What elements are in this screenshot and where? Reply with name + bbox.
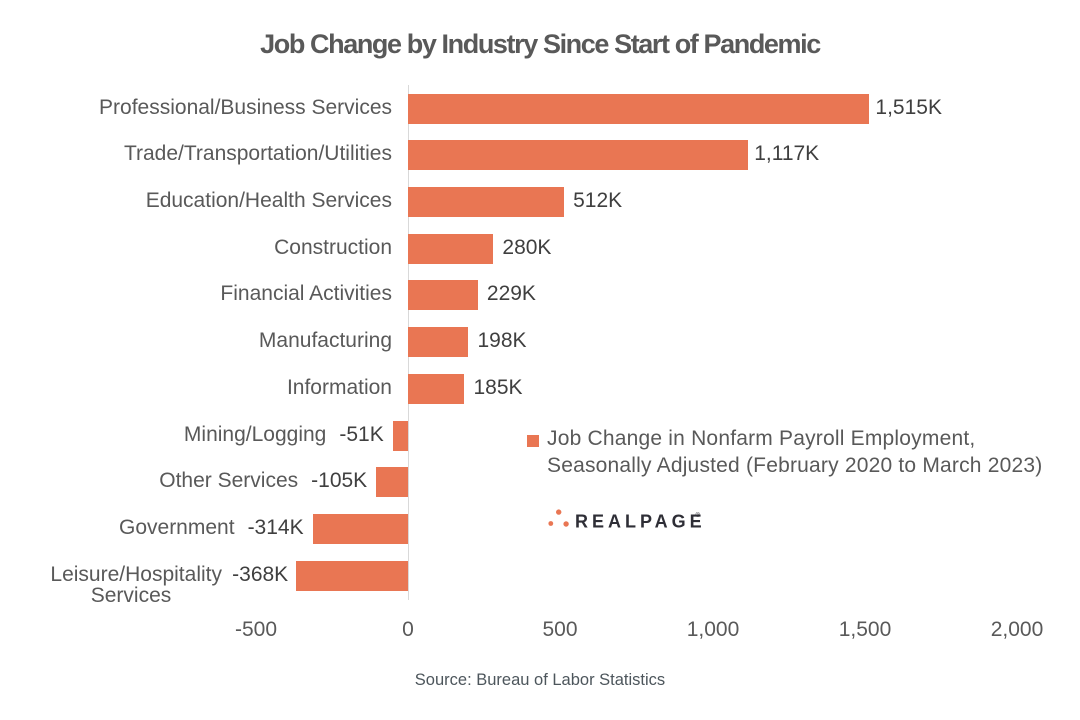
svg-text:®: ® bbox=[696, 512, 701, 519]
svg-text:REALPAGE: REALPAGE bbox=[575, 512, 706, 530]
